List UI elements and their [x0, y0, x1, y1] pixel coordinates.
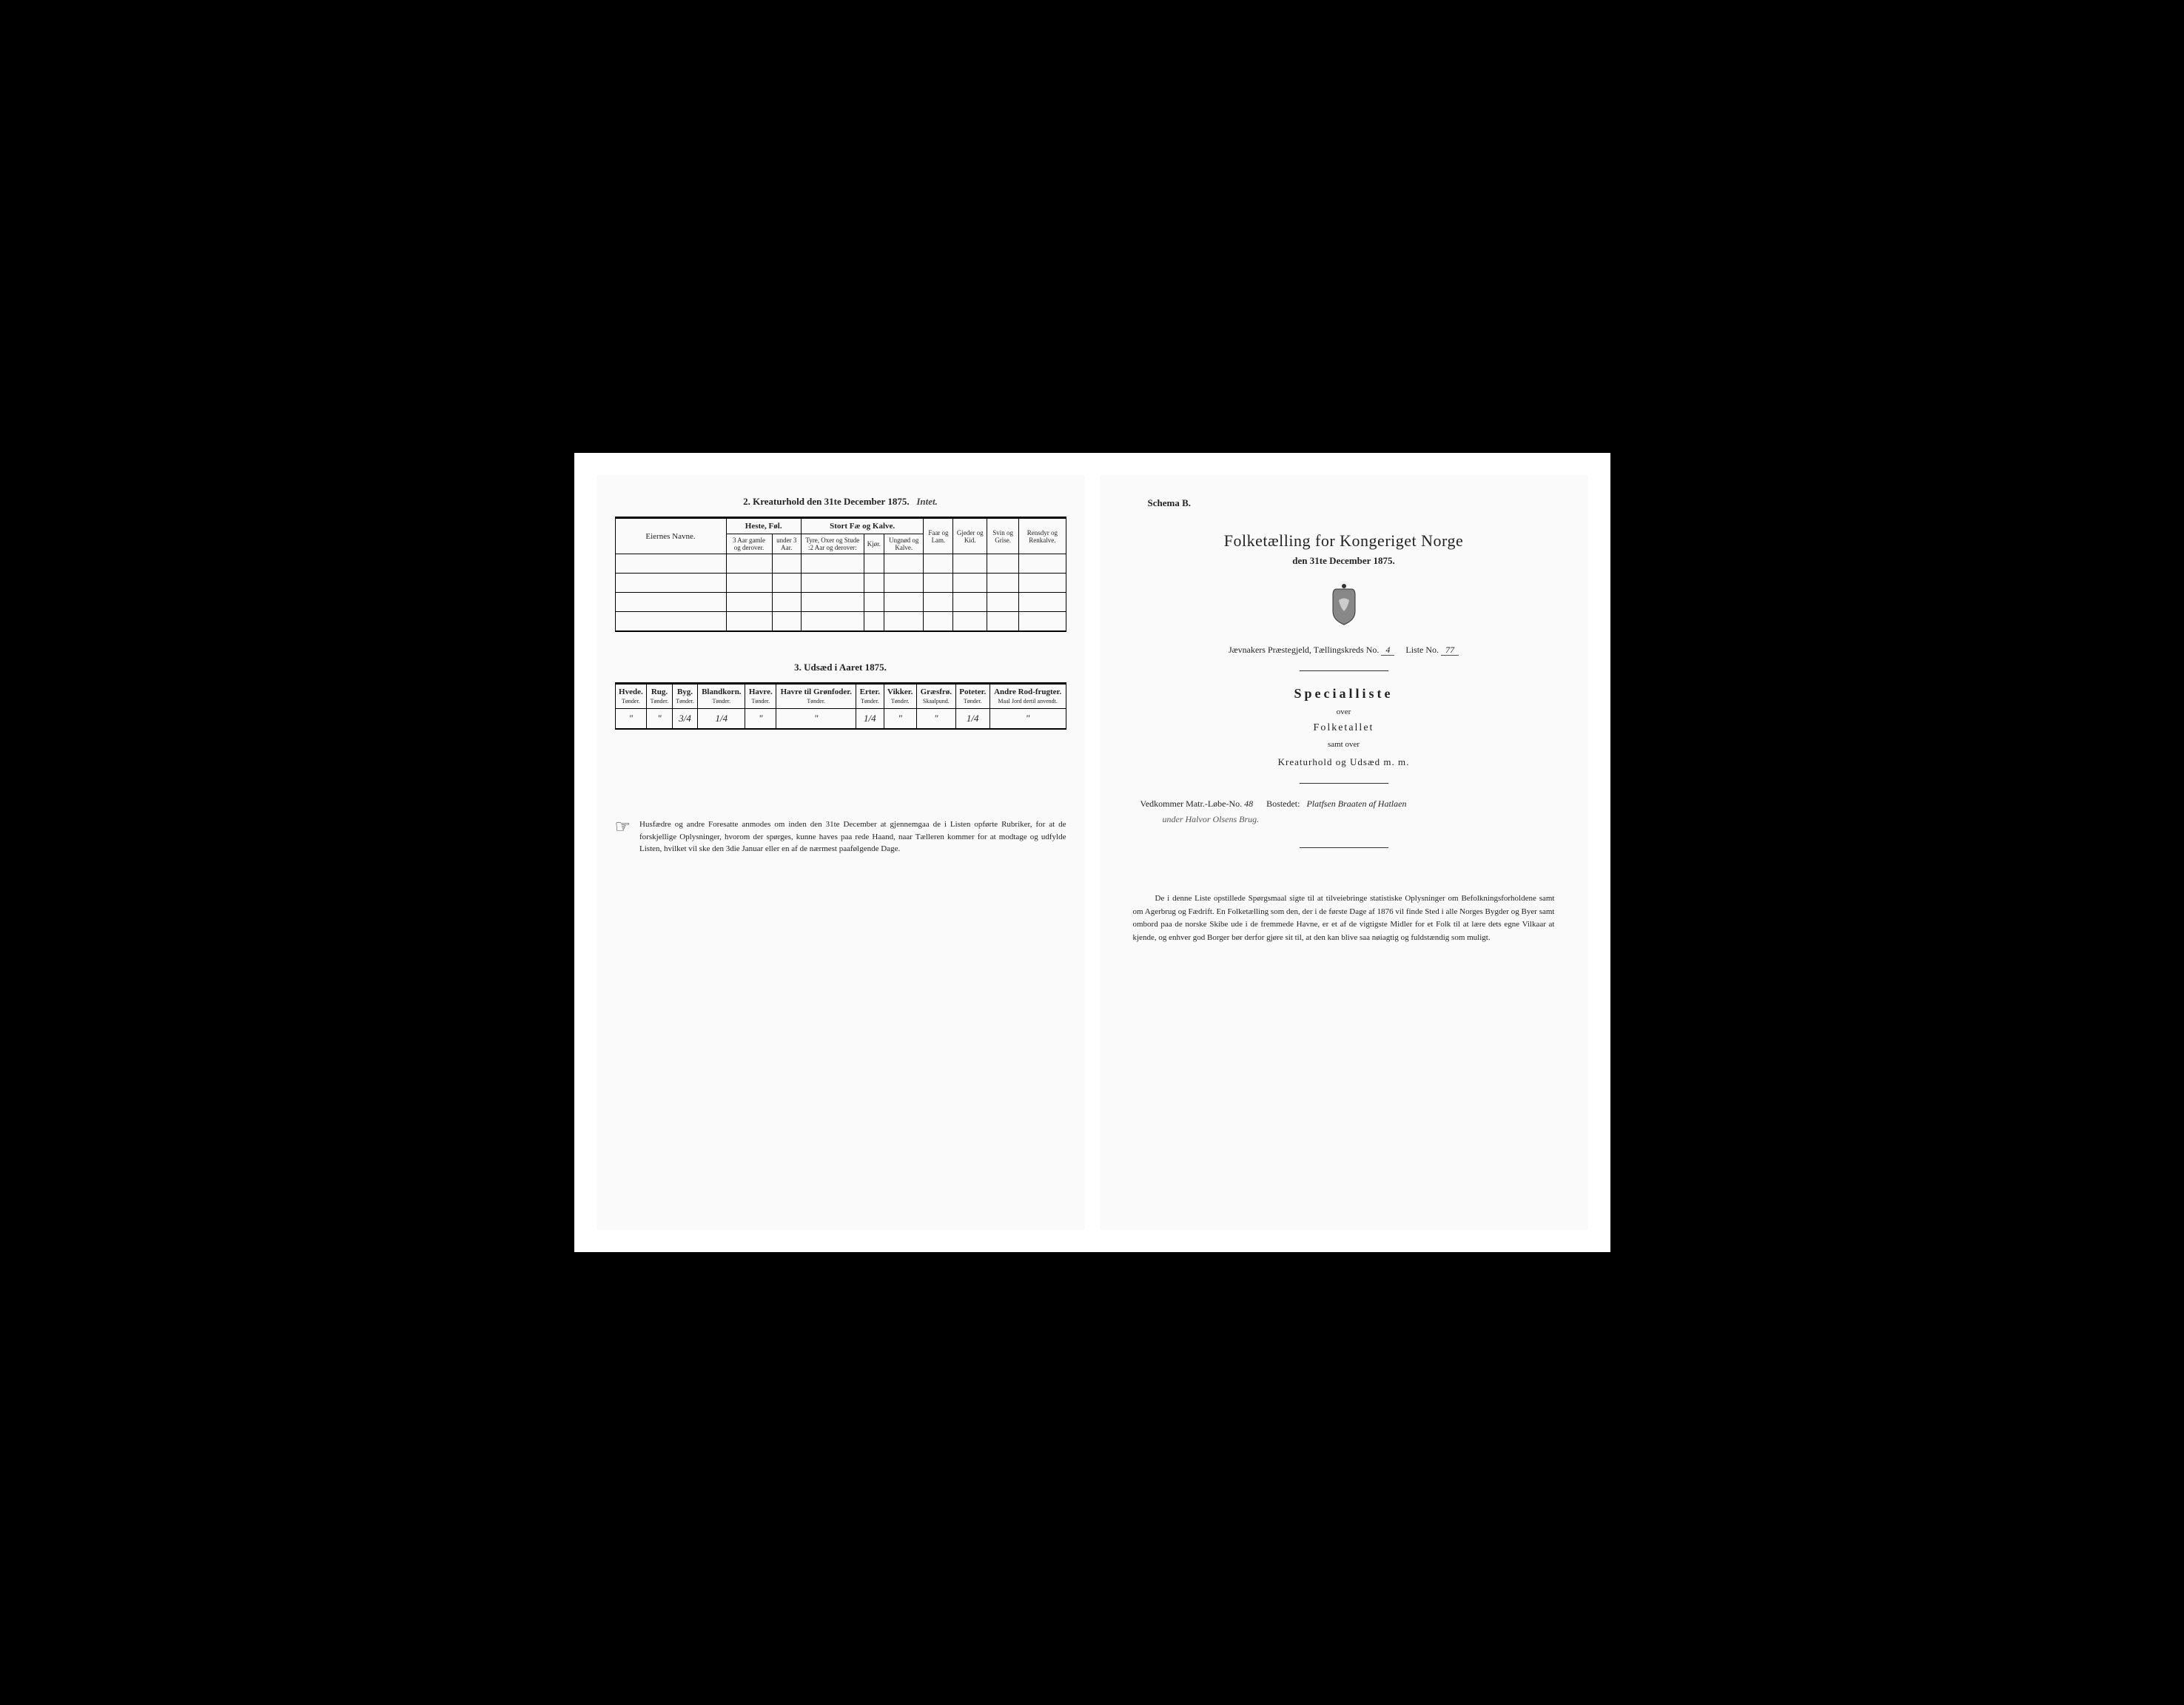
eier-header: Eiernes Navne.	[615, 518, 726, 554]
stor-sub3: Ungnød og Kalve.	[884, 534, 924, 554]
table-row	[615, 593, 1066, 612]
section3-title: 3. Udsæd i Aaret 1875.	[615, 662, 1066, 673]
specialliste-title: Specialliste	[1118, 686, 1570, 702]
table-row	[615, 574, 1066, 593]
section2-title: 2. Kreaturhold den 31te December 1875. I…	[615, 496, 1066, 508]
schema-label: Schema B.	[1148, 497, 1570, 509]
col-rodfrugter: Andre Rod-frugter.Maal Jord dertil anven…	[989, 683, 1066, 708]
main-title: Folketælling for Kongeriget Norge	[1118, 531, 1570, 551]
sub-title: den 31te December 1875.	[1118, 555, 1570, 567]
table-row	[615, 554, 1066, 574]
val-havre-gron: "	[776, 708, 856, 729]
col-vikker: Vikker.Tønder.	[884, 683, 916, 708]
bosted-line2: under Halvor Olsens Brug.	[1163, 814, 1548, 825]
val-blandkorn: 1/4	[698, 708, 745, 729]
val-poteter: 1/4	[955, 708, 989, 729]
val-havre: "	[745, 708, 776, 729]
col-havre-gron: Havre til Grønfoder.Tønder.	[776, 683, 856, 708]
district-prefix: Jævnakers	[1229, 645, 1266, 655]
udsaed-header-row: Hvede.Tønder. Rug.Tønder. Byg.Tønder. Bl…	[615, 683, 1066, 708]
val-rodfrugter: "	[989, 708, 1066, 729]
liste-no: 77	[1441, 645, 1459, 656]
val-hvede: "	[615, 708, 647, 729]
folketallet-label: Folketallet	[1118, 722, 1570, 734]
kreatur-label: Kreaturhold og Udsæd m. m.	[1118, 756, 1570, 768]
col-poteter: Poteter.Tønder.	[955, 683, 989, 708]
coat-of-arms-icon	[1325, 582, 1363, 626]
col-byg: Byg.Tønder.	[672, 683, 698, 708]
val-rug: "	[647, 708, 673, 729]
col-rug: Rug.Tønder.	[647, 683, 673, 708]
divider	[1300, 670, 1388, 671]
rensdyr-group: Rensdyr og Renkalve.	[1019, 518, 1066, 554]
section2-handnote: Intet.	[916, 496, 938, 507]
heste-sub1: 3 Aar gamle og derover.	[726, 534, 772, 554]
bosted-label: Bostedet:	[1266, 798, 1300, 809]
liste-label: Liste No.	[1405, 645, 1439, 655]
district-mid: Præstegjeld, Tællingskreds No.	[1268, 645, 1379, 655]
bosted-value: Platfsen Braaten af Hatlaen	[1306, 798, 1406, 809]
matr-label: Vedkommer Matr.-Løbe-No.	[1140, 798, 1243, 809]
divider	[1300, 783, 1388, 784]
faar-group: Faar og Lam.	[924, 518, 953, 554]
document-frame: 2. Kreaturhold den 31te December 1875. I…	[574, 453, 1610, 1252]
kreds-no: 4	[1381, 645, 1394, 656]
district-line: Jævnakers Præstegjeld, Tællingskreds No.…	[1118, 645, 1570, 656]
heste-group: Heste, Føl.	[726, 518, 801, 534]
udsaed-table: Hvede.Tønder. Rug.Tønder. Byg.Tønder. Bl…	[615, 682, 1066, 730]
storfae-group: Stort Fæ og Kalve.	[801, 518, 924, 534]
right-page: Schema B. Folketælling for Kongeriget No…	[1100, 475, 1588, 1230]
val-erter: 1/4	[856, 708, 884, 729]
col-blandkorn: Blandkorn.Tønder.	[698, 683, 745, 708]
stor-sub1: Tyre, Oxer og Stude :2 Aar og derover:	[801, 534, 864, 554]
notice-text: Husfædre og andre Foresatte anmodes om i…	[639, 818, 1066, 855]
over-label: over	[1118, 707, 1570, 716]
gjeder-group: Gjeder og Kid.	[953, 518, 987, 554]
notice-block: ☞ Husfædre og andre Foresatte anmodes om…	[615, 818, 1066, 855]
kreaturhold-table: Eiernes Navne. Heste, Føl. Stort Fæ og K…	[615, 517, 1066, 632]
bottom-paragraph: De i denne Liste opstillede Spørgsmaal s…	[1133, 892, 1555, 944]
col-havre: Havre.Tønder.	[745, 683, 776, 708]
col-erter: Erter.Tønder.	[856, 683, 884, 708]
svin-group: Svin og Grise.	[987, 518, 1019, 554]
val-graesfro: "	[916, 708, 955, 729]
matr-no: 48	[1244, 798, 1253, 809]
heste-sub2: under 3 Aar.	[772, 534, 801, 554]
table-row	[615, 612, 1066, 631]
left-page: 2. Kreaturhold den 31te December 1875. I…	[597, 475, 1085, 1230]
section2-title-text: 2. Kreaturhold den 31te December 1875.	[743, 496, 909, 507]
samt-label: samt over	[1118, 740, 1570, 749]
col-hvede: Hvede.Tønder.	[615, 683, 647, 708]
val-vikker: "	[884, 708, 916, 729]
col-graesfro: Græsfrø.Skaalpund.	[916, 683, 955, 708]
udsaed-value-row: " " 3/4 1/4 " " 1/4 " " 1/4 "	[615, 708, 1066, 729]
pointing-hand-icon: ☞	[615, 818, 631, 855]
matr-line: Vedkommer Matr.-Løbe-No. 48 Bostedet: Pl…	[1140, 798, 1548, 810]
stor-sub2: Kjør.	[864, 534, 884, 554]
divider	[1300, 847, 1388, 848]
val-byg: 3/4	[672, 708, 698, 729]
